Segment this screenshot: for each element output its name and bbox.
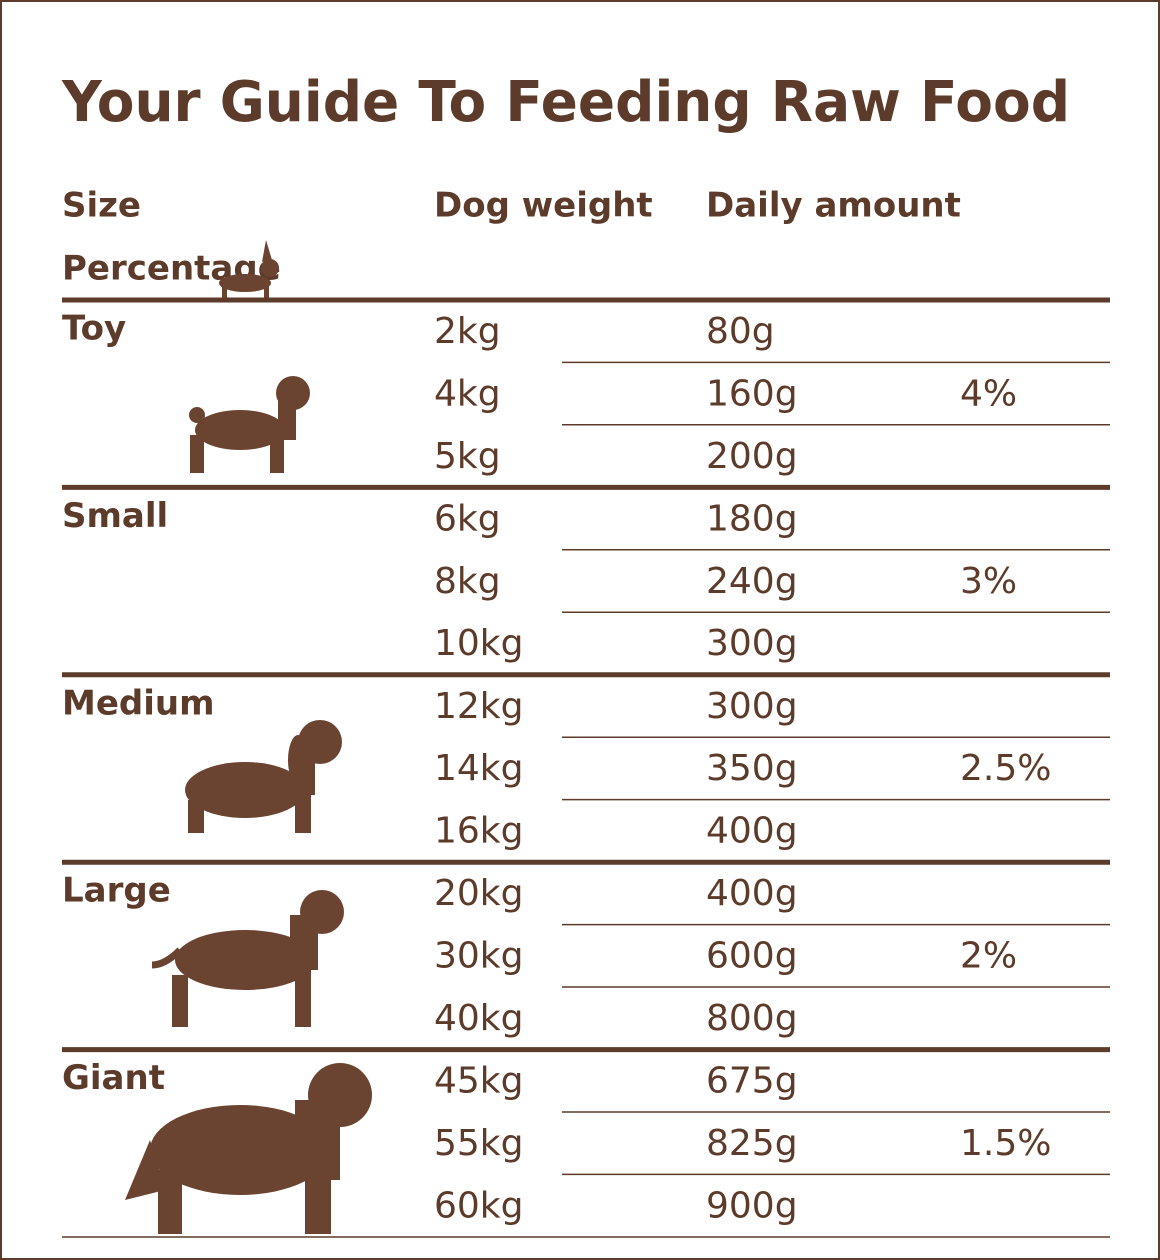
daily-amount: 80g (706, 311, 775, 352)
daily-amount: 800g (706, 998, 798, 1039)
dog-weight: 40kg (434, 998, 524, 1039)
dog-weight: 30kg (434, 936, 524, 977)
spaniel-icon (185, 720, 342, 833)
column-header: Size (62, 186, 141, 226)
daily-amount: 350g (706, 748, 798, 789)
column-header: Daily amount (706, 186, 961, 226)
percentage: 2% (960, 936, 1017, 977)
size-label: Toy (62, 309, 126, 349)
daily-amount: 400g (706, 811, 798, 852)
newfoundland-icon (125, 1063, 372, 1234)
daily-amount: 400g (706, 873, 798, 914)
poodle-icon (189, 376, 310, 473)
dog-weight: 20kg (434, 873, 524, 914)
daily-amount: 825g (706, 1123, 798, 1164)
size-label: Medium (62, 683, 215, 723)
percentage: 3% (960, 561, 1017, 602)
daily-amount: 180g (706, 498, 798, 539)
chihuahua-icon (219, 240, 279, 299)
daily-amount: 300g (706, 623, 798, 664)
percentage: 1.5% (960, 1123, 1051, 1164)
daily-amount: 240g (706, 561, 798, 602)
daily-amount: 160g (706, 373, 798, 414)
dog-weight: 60kg (434, 1185, 524, 1226)
title: Your Guide To Feeding Raw Food (61, 70, 1070, 135)
dog-weight: 5kg (434, 436, 501, 477)
hound-icon (151, 890, 344, 1027)
daily-amount: 200g (706, 436, 798, 477)
daily-amount: 600g (706, 936, 798, 977)
size-label: Small (62, 496, 168, 536)
daily-amount: 900g (706, 1185, 798, 1226)
size-label: Giant (62, 1058, 165, 1098)
percentage: 2.5% (960, 748, 1051, 789)
dog-weight: 8kg (434, 561, 501, 602)
size-label: Large (62, 871, 171, 911)
daily-amount: 300g (706, 686, 798, 727)
dog-weight: 14kg (434, 748, 524, 789)
column-header: Dog weight (434, 186, 653, 226)
dog-weight: 2kg (434, 311, 501, 352)
dog-weight: 10kg (434, 623, 524, 664)
daily-amount: 675g (706, 1061, 798, 1102)
dog-weight: 16kg (434, 811, 524, 852)
dog-weight: 45kg (434, 1061, 524, 1102)
percentage: 4% (960, 373, 1017, 414)
dog-weight: 4kg (434, 373, 501, 414)
dog-weight: 6kg (434, 498, 501, 539)
dog-weight: 55kg (434, 1123, 524, 1164)
dog-weight: 12kg (434, 686, 524, 727)
